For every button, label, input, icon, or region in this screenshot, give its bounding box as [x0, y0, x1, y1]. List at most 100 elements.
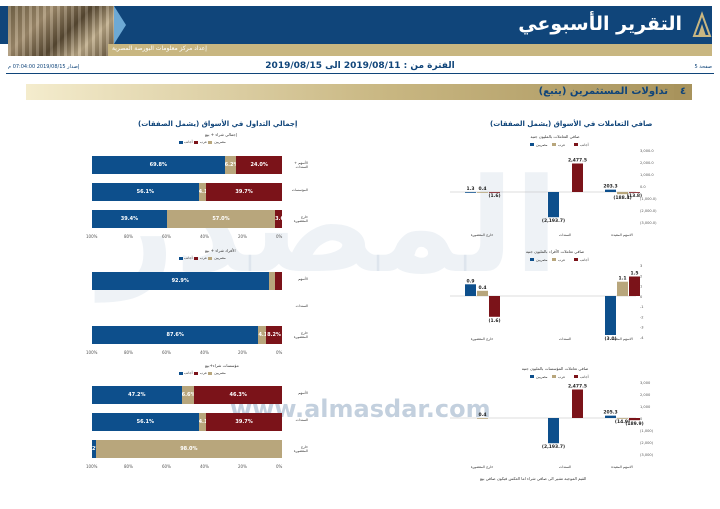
exchange-logo-icon — [692, 11, 712, 37]
axis-tick-label: 3 — [640, 264, 642, 268]
category-label: الاسهم المقيدة — [611, 233, 633, 237]
bar — [465, 191, 476, 193]
legend-swatch — [552, 258, 556, 261]
axis-tick-label: 60% — [162, 234, 171, 239]
data-label: 0.4 — [479, 285, 487, 291]
data-label: (2,193.7) — [542, 218, 565, 224]
legend-swatch — [530, 258, 534, 261]
report-header: التقرير الأسبوعي إعداد مركز معلومات البو… — [0, 0, 720, 60]
legend-item: مصريين — [536, 258, 548, 262]
row-label: المؤسسات — [291, 188, 308, 192]
data-label: 0.4 — [479, 412, 487, 418]
data-label: 205.3 — [603, 410, 617, 416]
axis-tick-label: 40% — [200, 234, 209, 239]
axis-tick-label: 100% — [86, 350, 98, 355]
bar-segment: 6.6% — [181, 386, 195, 404]
bar — [477, 417, 488, 419]
header-gold-stripe — [108, 44, 712, 56]
bar — [617, 418, 628, 419]
row-label: الأسهم — [298, 391, 308, 395]
chart-subtitle: الأفراد شراء + بيع — [205, 248, 236, 253]
bar-segment: 87.6% — [92, 326, 259, 344]
chart-subtitle: صافي التعاملات بالمليون جنيه — [530, 134, 580, 139]
bar-segment: 39.4% — [92, 210, 167, 228]
legend-swatch — [574, 375, 578, 378]
legend-item: مصريين — [536, 143, 548, 147]
data-label: (13.8) — [627, 193, 642, 199]
axis-tick-label: 0.0 — [640, 185, 646, 189]
bar-segment: 56.1% — [92, 183, 199, 201]
bar-segment: 69.8% — [92, 156, 225, 174]
axis-tick-label: 0% — [276, 234, 283, 239]
axis-tick-label: (1,000) — [640, 429, 654, 433]
legend-swatch — [530, 143, 534, 146]
legend-item: أجانب — [184, 140, 199, 144]
bar — [477, 191, 488, 193]
data-label: 2,477.5 — [568, 158, 587, 164]
axis-tick-label: (3,000.0) — [640, 221, 657, 225]
bar — [572, 163, 583, 192]
bar-segment: 24.0% — [236, 156, 282, 174]
data-label: (3.0) — [604, 336, 616, 342]
axis-tick-label: 0% — [276, 464, 283, 469]
data-label: 0.4 — [479, 186, 487, 192]
axis-tick-label: 3,000.0 — [640, 149, 654, 153]
axis-tick-label: 2,000.0 — [640, 161, 654, 165]
bar — [489, 296, 500, 317]
category-label: السندات — [559, 465, 571, 469]
legend-swatch — [530, 375, 534, 378]
axis-tick-label: 60% — [162, 350, 171, 355]
category-label: خارج المقصورة — [471, 337, 494, 341]
legend-swatch — [552, 143, 556, 146]
data-label: 1.5 — [631, 271, 639, 277]
bar-segment: 56.1% — [92, 413, 199, 431]
axis-tick-label: -4 — [640, 336, 644, 340]
legend-swatch — [552, 375, 556, 378]
data-label: (2,193.7) — [542, 444, 565, 450]
legend-item: عرب — [558, 258, 565, 262]
chart-legend: مصريين عرب أجانب — [178, 371, 226, 375]
row-label: الأسهم + السندات — [294, 161, 308, 169]
header-photo — [8, 6, 114, 56]
axis-tick-label: (2,000) — [640, 441, 654, 445]
legend-swatch — [574, 143, 578, 146]
section-bar — [26, 84, 690, 100]
bar-segment: 4.1% — [198, 183, 207, 201]
axis-tick-label: 20% — [238, 464, 247, 469]
bar — [617, 281, 628, 296]
legend-item: مصريين — [178, 371, 226, 375]
footnote: القيم الموجبة تشير الى صافي شراء اما الع… — [480, 476, 587, 481]
data-label: (1.6) — [488, 318, 500, 324]
net-trading-charts: صافي التعاملات بالمليون جنيه مصريين عرب أجا… — [450, 134, 657, 469]
axis-tick-label: -3 — [640, 326, 644, 330]
legend-item: عرب — [200, 256, 213, 260]
report-period: الفترة من : 2019/08/11 الى 2019/08/15 — [265, 61, 455, 71]
bar — [629, 276, 640, 296]
bar — [489, 192, 500, 193]
page-number: صفحة 5 — [694, 64, 712, 70]
axis-tick-label: 80% — [124, 464, 133, 469]
row-label: خارج المقصورة — [293, 331, 308, 339]
legend-item: مصريين — [536, 375, 548, 379]
bar-segment: 3.6% — [275, 210, 282, 228]
data-label: 0.9 — [467, 278, 475, 284]
data-label: (189.9) — [625, 421, 643, 427]
axis-tick-label: 3,000 — [640, 381, 651, 385]
bar-segment — [275, 272, 282, 290]
axis-tick-label: 40% — [200, 350, 209, 355]
axis-tick-label: 40% — [200, 464, 209, 469]
bar-segment: 46.3% — [194, 386, 283, 404]
bar-segment: 4.1% — [198, 413, 207, 431]
data-label: (188.4) — [613, 195, 631, 201]
axis-tick-label: 20% — [238, 234, 247, 239]
chart-subtitle: صافي تعاملات الأفراد بالمليون جنيه — [526, 249, 585, 254]
header-subtitle: إعداد مركز معلومات البورصة المصرية — [112, 45, 207, 52]
category-label: خارج المقصورة — [471, 465, 494, 469]
chart-legend: مصريين عرب أجانب — [178, 256, 226, 260]
issue-timestamp: إصدار 2019/08/15 07:04:00 م — [8, 64, 80, 70]
data-label: (14.9) — [615, 419, 630, 425]
axis-tick-label: -2 — [640, 315, 644, 319]
bar — [548, 192, 559, 218]
data-label: (1.6) — [488, 193, 500, 199]
bar-segment: 47.2% — [92, 386, 182, 404]
